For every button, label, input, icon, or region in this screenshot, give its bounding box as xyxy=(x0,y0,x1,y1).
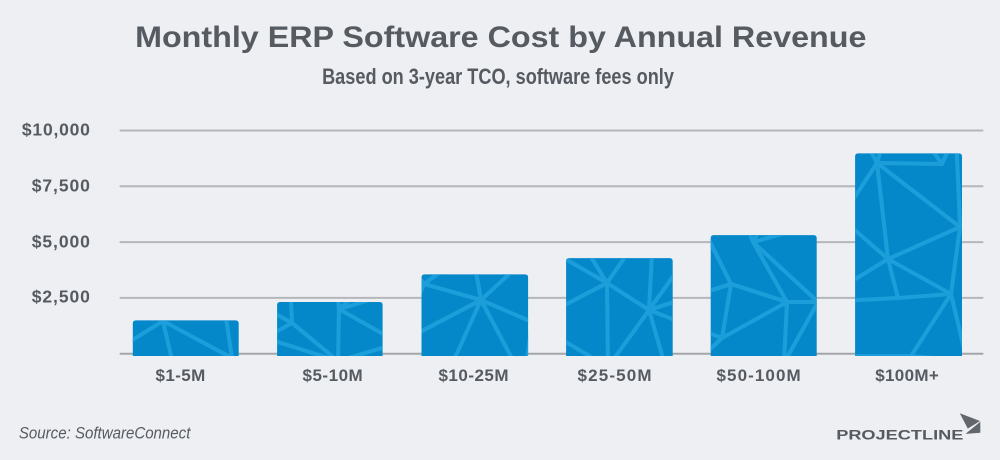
svg-text:$10-25M: $10-25M xyxy=(438,366,508,385)
svg-text:$10,000: $10,000 xyxy=(22,120,90,140)
svg-text:$5,000: $5,000 xyxy=(32,231,90,251)
svg-text:Source: SoftwareConnect: Source: SoftwareConnect xyxy=(19,425,191,443)
svg-text:PROJECTLINE: PROJECTLINE xyxy=(836,428,963,443)
svg-text:$50-100M: $50-100M xyxy=(717,366,801,385)
svg-text:$7,500: $7,500 xyxy=(32,176,90,196)
svg-text:$2,500: $2,500 xyxy=(32,287,90,307)
svg-text:$1-5M: $1-5M xyxy=(156,366,206,385)
svg-text:$5-10M: $5-10M xyxy=(303,366,363,385)
svg-text:Monthly ERP Software Cost by A: Monthly ERP Software Cost by Annual Reve… xyxy=(135,20,866,53)
svg-text:Based on 3-year TCO, software: Based on 3-year TCO, software fees only xyxy=(322,65,675,89)
svg-text:$100M+: $100M+ xyxy=(875,366,939,385)
svg-text:$25-50M: $25-50M xyxy=(578,366,652,385)
